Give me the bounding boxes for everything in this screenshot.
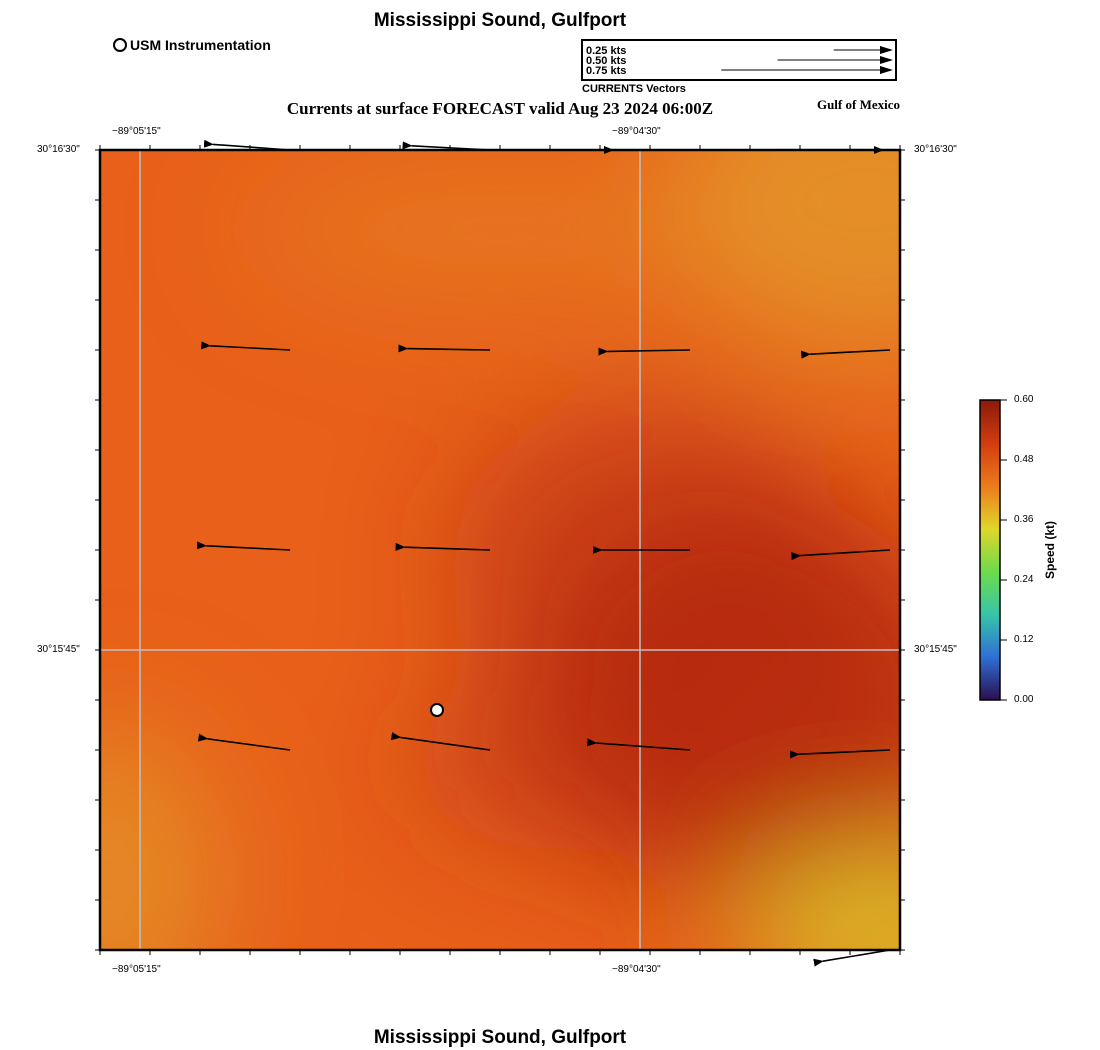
station-legend-label: USM Instrumentation bbox=[130, 37, 271, 53]
station-legend: USM Instrumentation bbox=[113, 37, 271, 53]
vector-scale-arrowhead bbox=[880, 46, 893, 54]
footer-title: Mississippi Sound, Gulfport bbox=[373, 1027, 627, 1048]
lat-tick-label: 30°15'45" bbox=[914, 644, 957, 655]
current-vector-arrow bbox=[203, 139, 291, 151]
current-vector-arrow bbox=[398, 344, 491, 353]
station-marker-icon bbox=[113, 38, 127, 52]
colorbar bbox=[979, 399, 1001, 701]
colorbar-tick-label: 0.60 bbox=[1014, 394, 1034, 405]
current-vector-arrow bbox=[813, 949, 891, 967]
current-vector-arrow bbox=[801, 349, 891, 359]
vector-scale-label: 0.75 kts bbox=[586, 65, 627, 77]
map-frame bbox=[98, 148, 902, 952]
region-label: Gulf of Mexico bbox=[816, 97, 900, 112]
map-title: Mississippi Sound, Gulfport bbox=[373, 10, 627, 31]
lat-tick-label: 30°16'30" bbox=[37, 144, 80, 155]
current-vector-arrow bbox=[196, 541, 291, 551]
colorbar-ticks bbox=[1000, 399, 1007, 701]
current-vector-arrow bbox=[789, 749, 891, 759]
lon-tick-label: −89°04'30" bbox=[612, 964, 661, 975]
colorbar-tick-label: 0.24 bbox=[1014, 574, 1034, 585]
current-vector-arrow bbox=[586, 738, 691, 751]
lon-tick-label: −89°05'15" bbox=[112, 964, 161, 975]
lat-tick-label: 30°15'45" bbox=[37, 644, 80, 655]
usm-station-marker[interactable] bbox=[430, 703, 444, 717]
vector-scale-label: 0.25 kts bbox=[586, 45, 627, 57]
colorbar-tick-label: 0.48 bbox=[1014, 454, 1034, 465]
vector-scale-arrows bbox=[721, 46, 893, 74]
current-vector-arrow bbox=[791, 549, 891, 561]
map-subtitle: Currents at surface FORECAST valid Aug 2… bbox=[286, 99, 714, 118]
vector-scale-arrowhead bbox=[880, 56, 893, 64]
current-vector-arrow bbox=[395, 542, 491, 551]
colorbar-tick-label: 0.00 bbox=[1014, 694, 1034, 705]
colorbar-tick-label: 0.36 bbox=[1014, 514, 1034, 525]
current-vectors bbox=[196, 139, 891, 967]
vector-scale-arrowhead bbox=[880, 66, 893, 74]
current-vector-arrow bbox=[598, 347, 691, 356]
vector-scale-label: 0.50 kts bbox=[586, 55, 627, 67]
current-vector-arrow bbox=[197, 733, 291, 751]
current-vector-arrow bbox=[390, 732, 491, 751]
current-vector-arrow bbox=[201, 341, 291, 351]
speed-field bbox=[100, 150, 900, 950]
colorbar-tick-label: 0.12 bbox=[1014, 634, 1034, 645]
lat-tick-label: 30°16'30" bbox=[914, 144, 957, 155]
lon-tick-label: −89°05'15" bbox=[112, 126, 161, 137]
current-vector-arrow bbox=[402, 141, 491, 151]
vector-scale-caption: CURRENTS Vectors bbox=[582, 83, 686, 95]
lon-tick-label: −89°04'30" bbox=[612, 126, 661, 137]
